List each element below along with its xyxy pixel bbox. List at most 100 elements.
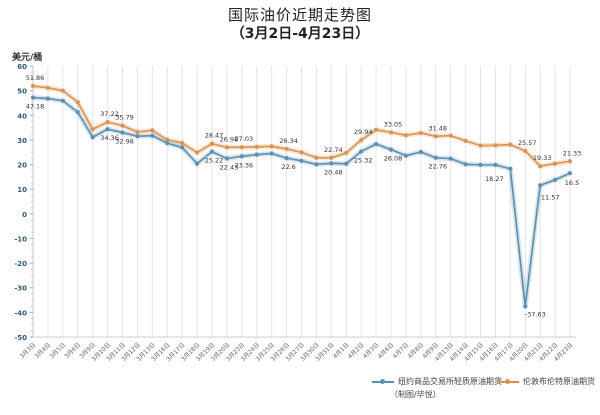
wti-data-point — [105, 127, 110, 132]
y-tick-label: 30 — [17, 137, 27, 145]
brent-data-point — [389, 130, 393, 135]
wti-data-point — [150, 133, 155, 138]
brent-data-point — [135, 129, 140, 134]
brent-data-point — [269, 144, 274, 149]
wti-data-point — [448, 156, 453, 161]
wti-data-label: 22.76 — [428, 163, 447, 171]
brent-data-point — [254, 144, 259, 149]
wti-data-point — [239, 154, 244, 159]
wti-data-point — [329, 161, 334, 166]
wti-data-label: 26.08 — [384, 155, 403, 163]
wti-data-point — [60, 98, 65, 103]
brent-data-point — [75, 100, 80, 105]
wti-data-point — [75, 110, 80, 115]
brent-data-point — [284, 146, 289, 151]
wti-data-point — [31, 95, 35, 100]
y-tick-label: 40 — [17, 112, 27, 120]
brent-data-label: 33.05 — [384, 120, 403, 128]
wti-data-point — [180, 145, 185, 150]
y-tick-label: 60 — [17, 63, 27, 71]
y-axis-unit-label: 美元/桶 — [12, 53, 43, 63]
brent-data-point — [314, 155, 319, 160]
y-tick-label: 20 — [17, 162, 27, 170]
brent-data-label: 26.98 — [220, 135, 239, 143]
legend-item-wti: 纽约商品交易所轻质原油期货 — [372, 376, 502, 387]
wti-data-point — [538, 183, 543, 188]
wti-data-point — [374, 141, 379, 146]
brent-data-point — [493, 143, 498, 148]
brent-data-point — [374, 127, 379, 132]
brent-data-point — [210, 141, 214, 146]
wti-data-label: 22.43 — [220, 164, 239, 172]
wti-data-point — [314, 162, 319, 167]
y-tick-label: -40 — [14, 309, 27, 317]
brent-data-point — [478, 143, 483, 148]
wti-data-point — [568, 171, 572, 176]
brent-data-point — [508, 142, 513, 147]
wti-data-point — [254, 152, 259, 157]
wti-data-point — [389, 147, 393, 152]
brent-data-label: 31.48 — [428, 124, 447, 132]
brent-data-point — [523, 148, 528, 153]
brent-data-label: 25.57 — [518, 139, 537, 147]
chart-title: 国际油价近期走势图 — [227, 6, 372, 24]
brent-data-label: 19.33 — [533, 154, 552, 162]
brent-legend-marker-icon — [497, 378, 519, 384]
brent-data-label: 29.94 — [354, 128, 373, 136]
wti-data-label: 25.22 — [205, 157, 224, 165]
wti-data-point — [299, 158, 304, 163]
brent-data-point — [31, 84, 35, 89]
wti-data-point — [523, 304, 528, 309]
y-tick-label: -10 — [14, 235, 27, 243]
legend-label-brent: 伦敦布伦特原油期货 — [523, 377, 595, 386]
brent-data-point — [553, 161, 558, 166]
brent-data-point — [448, 133, 453, 138]
brent-data-point — [60, 88, 65, 93]
wti-data-label: 11.57 — [541, 193, 560, 201]
wti-data-label: 16.5 — [565, 179, 579, 187]
y-tick-label: 50 — [17, 88, 27, 96]
y-tick-label: -20 — [14, 260, 27, 268]
chart-credit: （制图/毕悦） — [390, 390, 441, 399]
y-tick-label: 0 — [22, 211, 27, 219]
brent-data-point — [195, 150, 200, 155]
brent-data-point — [180, 141, 185, 146]
wti-data-point — [90, 135, 95, 140]
brent-data-label: 26.34 — [279, 137, 298, 145]
brent-data-point — [403, 133, 408, 138]
wti-data-point — [165, 141, 170, 146]
brent-data-point — [463, 138, 468, 143]
wti-data-label: 20.48 — [324, 168, 343, 176]
wti-data-point — [553, 177, 558, 182]
wti-data-label: 32.98 — [115, 138, 134, 146]
brent-data-label: 21.33 — [563, 149, 582, 157]
wti-data-point — [359, 149, 364, 154]
legend-label-wti: 纽约商品交易所轻质原油期货 — [398, 377, 502, 386]
wti-data-point — [493, 162, 498, 167]
wti-data-label: -37.63 — [525, 311, 546, 319]
wti-data-point — [45, 96, 50, 101]
brent-data-point — [359, 138, 364, 143]
brent-data-point — [150, 128, 155, 133]
wti-data-label: 18.27 — [485, 175, 504, 183]
wti-data-point — [418, 150, 423, 155]
brent-data-point — [224, 145, 229, 150]
y-tick-label: 10 — [17, 186, 27, 194]
wti-data-label: 22.6 — [281, 163, 295, 171]
wti-data-label: 23.36 — [235, 161, 254, 169]
wti-data-point — [433, 155, 438, 160]
wti-data-point — [135, 134, 140, 139]
brent-data-point — [329, 155, 334, 160]
wti-legend-marker-icon — [372, 378, 394, 384]
brent-data-label: 35.79 — [115, 114, 134, 122]
brent-data-label: 28.47 — [205, 132, 224, 140]
brent-data-label: 37.22 — [100, 110, 119, 118]
wti-data-point — [269, 151, 274, 156]
legend-item-brent: 伦敦布伦特原油期货 — [497, 376, 595, 387]
brent-data-point — [239, 145, 244, 150]
brent-data-point — [45, 85, 50, 90]
brent-data-label: 51.86 — [26, 74, 45, 82]
wti-data-point — [195, 161, 200, 166]
wti-data-label: 34.36 — [100, 134, 119, 142]
